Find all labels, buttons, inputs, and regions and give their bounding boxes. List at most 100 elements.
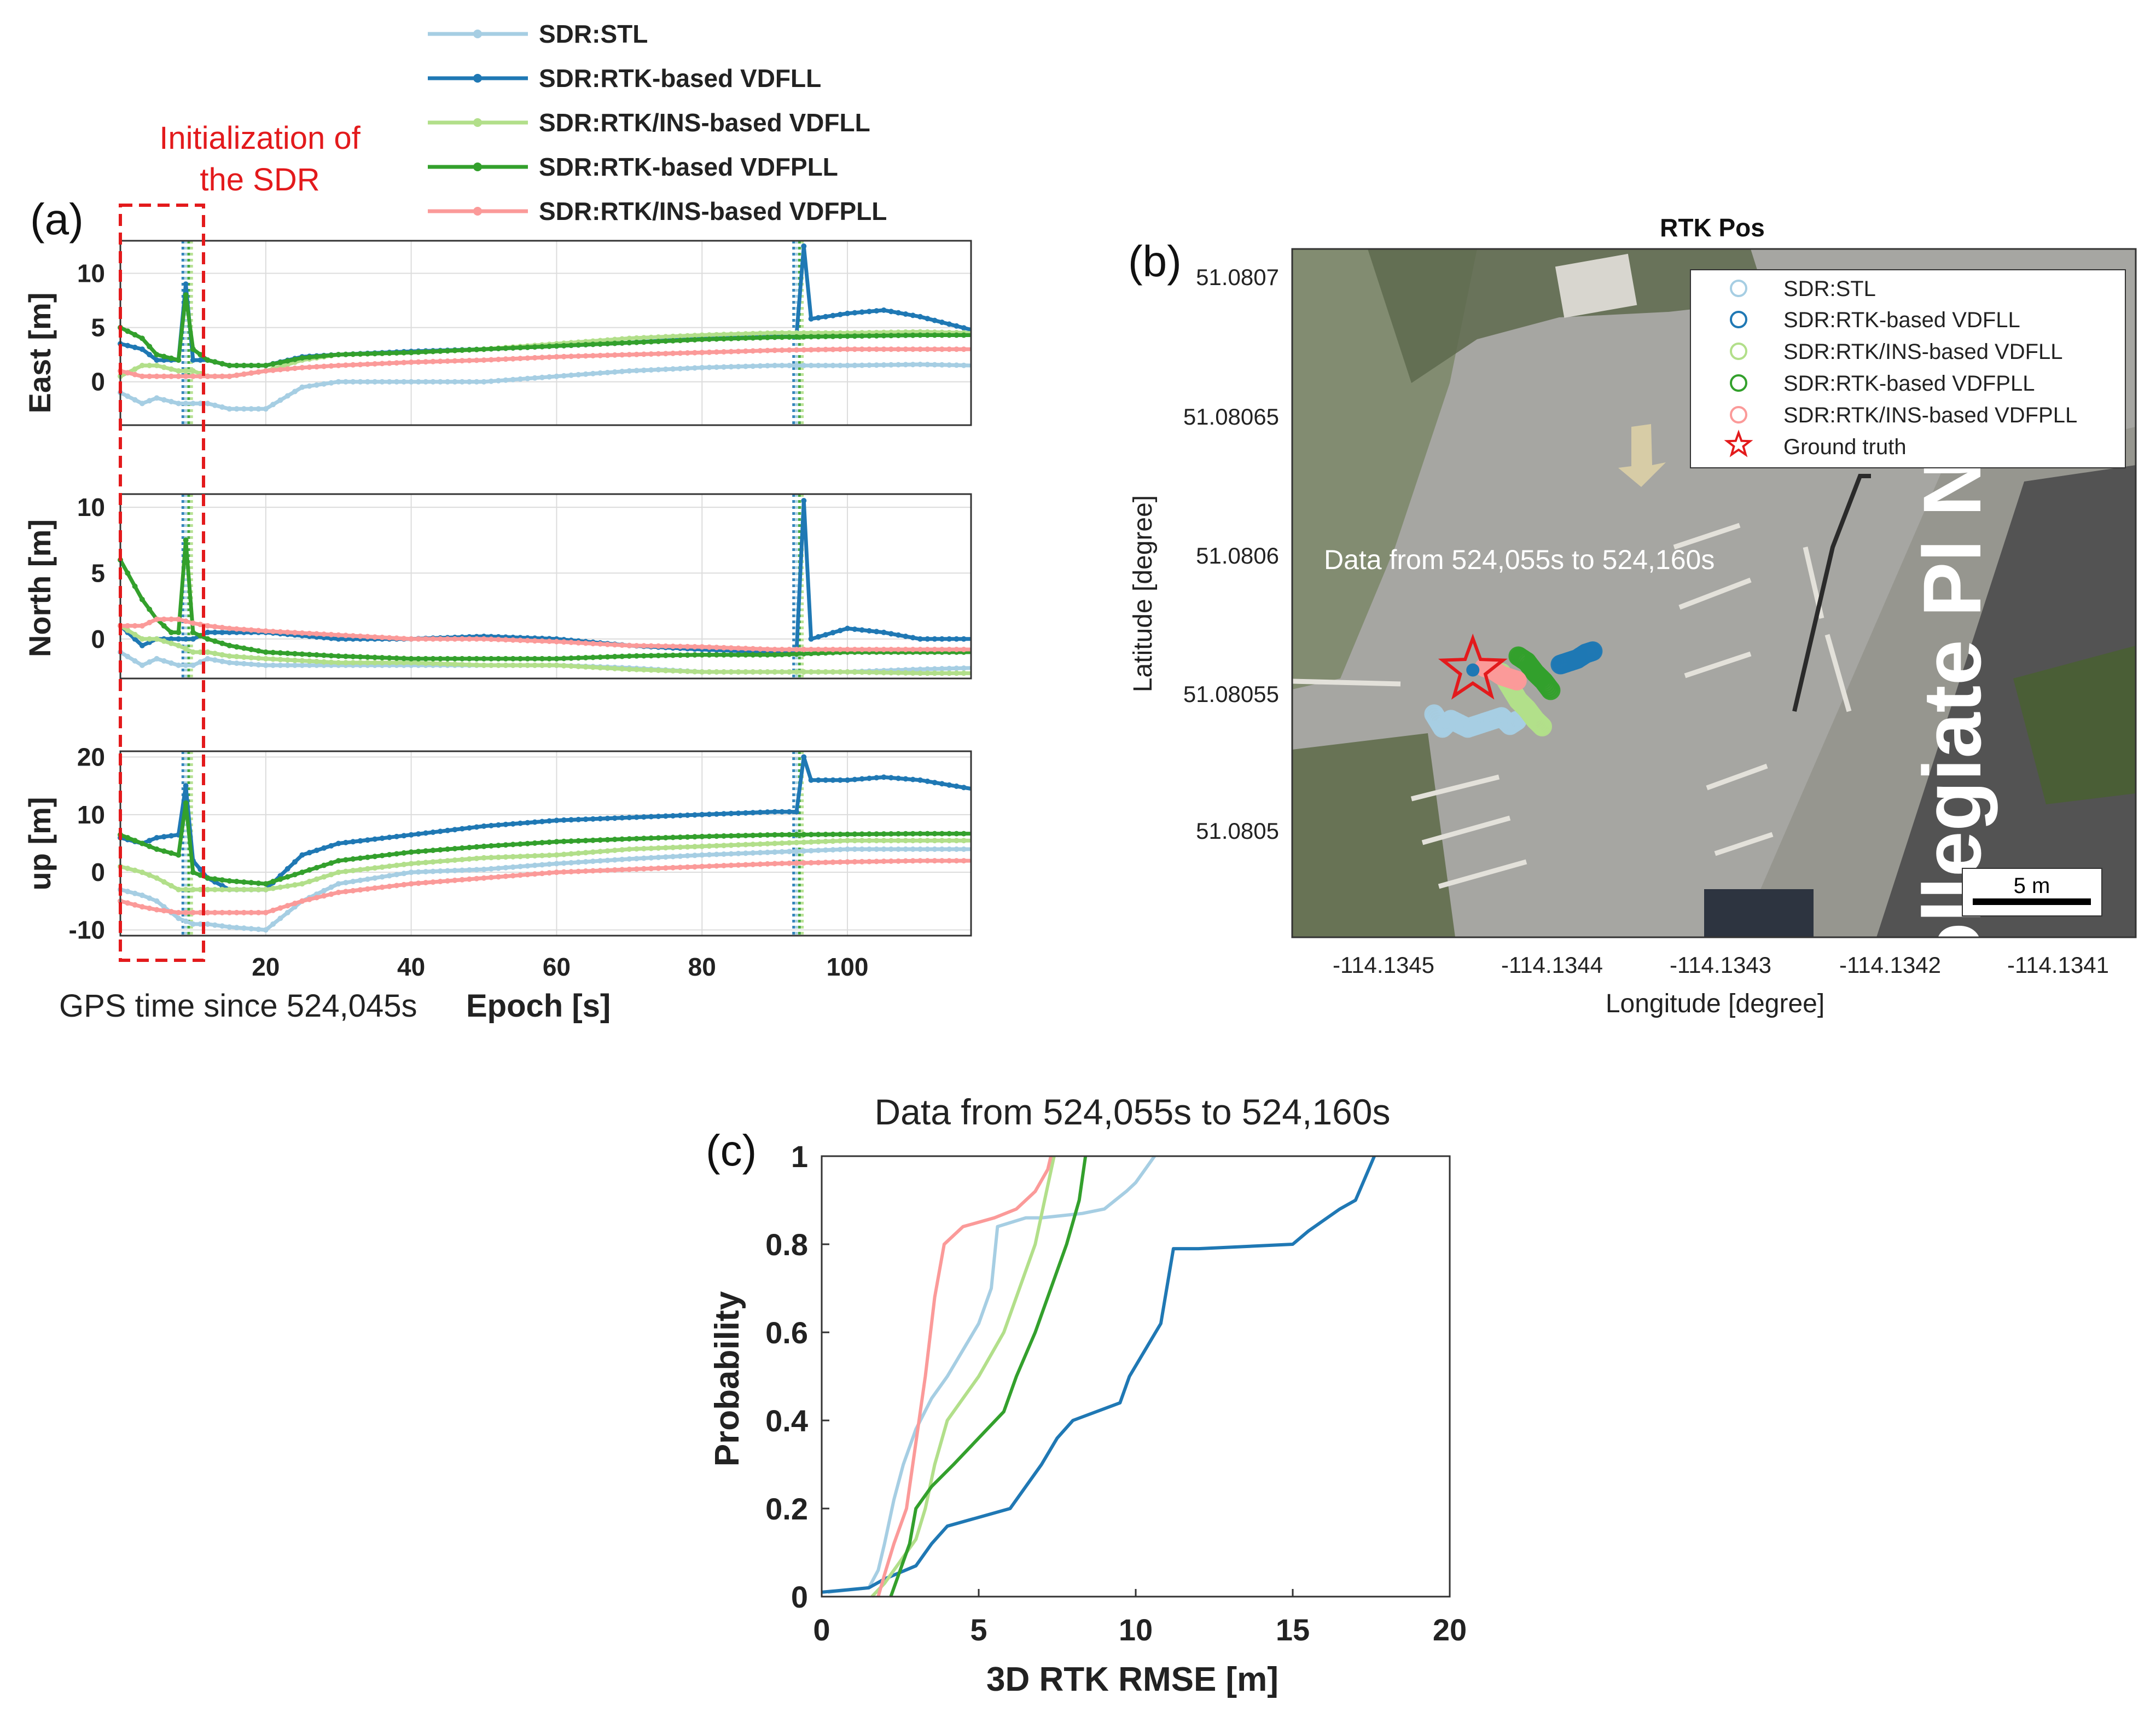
marker-rtk-vdfpll-east <box>605 341 611 347</box>
marker-rtk-vdfll-up <box>692 812 698 818</box>
marker-rtk-vdfpll-north <box>474 656 480 662</box>
marker-rtk-vdfpll-up <box>619 836 625 842</box>
marker-rtkins-vdfpll-east <box>786 347 792 353</box>
marker-rtkins-vdfpll-north <box>655 643 661 649</box>
marker-rtkins-vdfpll-north <box>386 635 392 641</box>
marker-rtkins-vdfll-up <box>910 838 916 844</box>
marker-rtkins-vdfpll-north <box>255 628 261 634</box>
marker-rtk-vdfpll-north <box>364 654 370 660</box>
marker-rtkins-vdfll-up <box>284 883 290 889</box>
marker-rtkins-vdfll-north <box>183 646 189 652</box>
marker-rtkins-vdfpll-north <box>343 633 348 639</box>
marker-rtk-vdfll-up <box>343 839 348 845</box>
marker-rtkins-vdfpll-east <box>394 360 399 366</box>
marker-stl-east <box>132 397 138 403</box>
marker-rtk-vdfpll-east <box>488 346 494 352</box>
marker-rtk-vdfll-east <box>866 309 872 315</box>
marker-rtk-vdfll-up <box>372 836 378 842</box>
marker-rtk-vdfpll-up <box>576 838 582 844</box>
marker-rtkins-vdfpll-up <box>474 875 480 881</box>
marker-rtk-vdfpll-north <box>401 656 407 662</box>
marker-rtk-vdfll-up <box>408 832 414 838</box>
c-frame <box>821 1155 1451 1598</box>
marker-rtkins-vdfpll-up <box>270 907 276 913</box>
marker-stl-up <box>503 865 509 871</box>
marker-stl-east <box>728 364 734 370</box>
marker-rtkins-vdfpll-north <box>474 636 480 642</box>
marker-rtk-vdfpll-up <box>328 860 334 866</box>
marker-rtkins-vdfll-north <box>176 642 182 648</box>
legend-a-label-rtkins-vdfll: SDR:RTK/INS-based VDFLL <box>539 108 870 137</box>
marker-rtkins-vdfll-up <box>496 854 502 860</box>
marker-rtk-vdfpll-up <box>663 835 669 840</box>
marker-rtk-vdfpll-north <box>255 648 261 654</box>
marker-stl-east <box>445 379 451 385</box>
marker-rtkins-vdfpll-up <box>597 868 603 873</box>
marker-rtk-vdfpll-up <box>154 846 160 852</box>
marker-rtkins-vdfpll-east <box>597 352 603 358</box>
marker-rtkins-vdfpll-up <box>299 898 305 904</box>
marker-stl-up <box>917 846 923 852</box>
marker-rtkins-vdfll-up <box>706 843 712 849</box>
marker-rtkins-vdfpll-east <box>547 354 553 360</box>
marker-rtkins-vdfpll-up <box>394 883 399 889</box>
marker-rtkins-vdfpll-north <box>154 616 160 622</box>
marker-stl-up <box>437 868 443 874</box>
marker-rtkins-vdfpll-north <box>183 618 189 624</box>
marker-stl-up <box>226 924 233 930</box>
marker-rtk-vdfpll-up <box>590 837 596 843</box>
marker-stl-east <box>452 379 458 385</box>
marker-rtkins-vdfpll-north <box>306 630 312 636</box>
marker-rtk-vdfpll-east <box>401 350 407 356</box>
map-overlay-text: Data from 524,055s to 524,160s <box>1324 544 1715 575</box>
marker-rtkins-vdfpll-east <box>190 373 196 379</box>
marker-rtkins-vdfpll-up <box>750 861 756 867</box>
marker-rtk-vdfll-up <box>684 812 690 818</box>
marker-stl-east <box>772 363 778 368</box>
marker-stl-up <box>176 915 182 921</box>
c-ylabel: Probability <box>708 1291 746 1466</box>
b-xtick-4: -114.1342 <box>1839 952 1941 978</box>
marker-rtk-vdfpll-north <box>663 652 669 658</box>
marker-rtk-vdfll-up <box>845 777 851 783</box>
marker-rtkins-vdfpll-up <box>830 859 836 865</box>
marker-rtk-vdfpll-up <box>299 869 305 875</box>
marker-rtkins-vdfpll-up <box>481 875 487 881</box>
marker-rtk-vdfpll-up <box>386 852 392 857</box>
marker-rtk-vdfpll-up <box>139 840 145 846</box>
map-arrow-marking <box>1618 424 1666 487</box>
marker-rtkins-vdfll-north <box>481 662 487 668</box>
marker-rtk-vdfll-up <box>743 810 748 816</box>
marker-rtkins-vdfpll-north <box>837 647 843 652</box>
marker-rtkins-vdfll-up <box>154 875 160 881</box>
marker-rtk-vdfpll-north <box>772 652 778 658</box>
marker-stl-east <box>401 379 407 385</box>
marker-rtkins-vdfpll-east <box>510 356 516 362</box>
marker-stl-up <box>241 925 247 931</box>
marker-rtk-vdfpll-up <box>925 831 931 837</box>
marker-rtkins-vdfpll-north <box>815 647 821 652</box>
marker-rtkins-vdfll-east <box>699 332 705 338</box>
marker-stl-up <box>641 855 647 861</box>
marker-stl-up <box>248 926 254 932</box>
marker-rtkins-vdfll-up <box>197 886 204 892</box>
marker-rtkins-vdfpll-up <box>241 909 247 915</box>
marker-rtkins-vdfll-up <box>713 843 719 849</box>
marker-rtkins-vdfpll-east <box>925 346 931 352</box>
marker-rtkins-vdfpll-east <box>364 361 370 367</box>
marker-rtkins-vdfll-north <box>917 670 923 676</box>
marker-rtkins-vdfpll-up <box>663 865 669 871</box>
marker-rtkins-vdfpll-north <box>401 636 407 642</box>
marker-stl-up <box>561 860 567 866</box>
panel-a-label: (a) <box>30 195 84 243</box>
marker-rtk-vdfll-up <box>168 833 174 839</box>
marker-rtkins-vdfpll-east <box>423 359 429 365</box>
marker-stl-up <box>321 887 327 894</box>
marker-rtkins-vdfll-north <box>350 660 356 666</box>
marker-rtkins-vdfll-up <box>408 861 414 867</box>
marker-rtk-vdfpll-north <box>219 640 225 646</box>
marker-rtkins-vdfll-north <box>728 669 734 675</box>
panel-c-label: (c) <box>706 1126 757 1175</box>
marker-rtk-vdfpll-up <box>903 831 909 837</box>
marker-rtkins-vdfpll-up <box>488 874 494 880</box>
